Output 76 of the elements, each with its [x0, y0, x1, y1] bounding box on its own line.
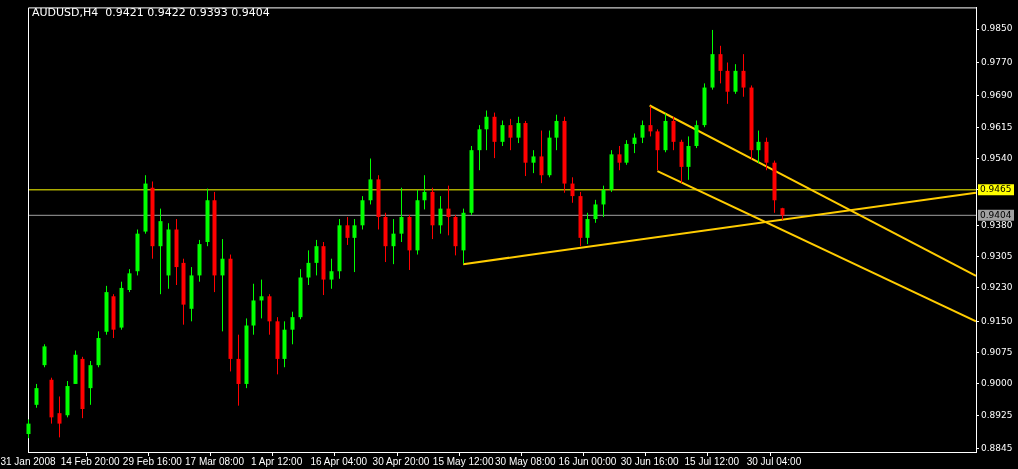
candlestick	[399, 187, 404, 243]
y-tick-label: 0.9615	[981, 121, 1013, 132]
candlestick	[694, 120, 699, 149]
y-tick-label: 0.9150	[981, 315, 1013, 326]
x-tick-label: 15 May 12:00	[432, 455, 494, 467]
y-tick-label: 0.9380	[981, 219, 1013, 230]
candlestick	[345, 216, 350, 246]
candlestick	[352, 218, 357, 273]
x-tick-label: 16 Apr 04:00	[310, 455, 368, 467]
chart-title: AUDUSD,H4 0.9421 0.9422 0.9393 0.9404	[32, 6, 270, 19]
candlestick	[57, 395, 62, 438]
candlestick	[725, 62, 730, 105]
x-tick-label: 30 May 08:00	[495, 455, 557, 467]
candlestick	[640, 120, 645, 144]
candlestick	[422, 174, 427, 210]
candlestick	[648, 105, 653, 137]
candlestick	[585, 212, 590, 245]
candlestick	[438, 195, 443, 235]
x-tick-label: 15 Jul 12:00	[684, 455, 740, 467]
y-tick-label: 0.9850	[981, 23, 1013, 34]
candlestick	[88, 360, 93, 406]
candlestick	[259, 279, 264, 319]
candlestick	[539, 130, 544, 184]
candlestick	[686, 135, 691, 181]
candlestick	[500, 120, 505, 147]
candlestick	[570, 176, 575, 204]
candlestick	[516, 116, 521, 144]
candlestick	[741, 53, 746, 98]
candlestick	[624, 139, 629, 166]
y-tick-label: 0.8845	[981, 443, 1013, 453]
x-tick-label: 30 Jun 16:00	[620, 455, 679, 467]
candlestick	[329, 258, 334, 290]
candlestick	[314, 239, 319, 276]
candlestick	[42, 343, 47, 368]
candlestick	[26, 418, 31, 439]
x-tick-label: 29 Feb 16:00	[122, 455, 183, 467]
candlestick	[368, 158, 373, 205]
y-tick-label: 0.9230	[981, 282, 1013, 293]
candlestick	[446, 185, 451, 236]
x-tick-label: 1 Apr 12:00	[251, 455, 303, 467]
y-tick-label: 0.9305	[981, 250, 1013, 261]
candlestick	[671, 116, 676, 151]
candlestick	[655, 128, 660, 171]
candlestick	[756, 130, 761, 164]
y-tick-label: 0.9770	[981, 56, 1013, 67]
x-tick-label: 30 Apr 20:00	[372, 455, 430, 467]
candlestick	[391, 218, 396, 265]
x-tick-label: 14 Feb 20:00	[60, 455, 121, 467]
candlestick	[127, 268, 132, 293]
candlestick	[34, 383, 39, 409]
y-tick-label: 0.9540	[981, 152, 1013, 163]
candlestick	[508, 118, 513, 151]
candlestick	[290, 311, 295, 345]
candlestick	[484, 110, 489, 151]
candlestick	[477, 124, 482, 171]
candlestick	[733, 63, 738, 95]
candlestick	[531, 149, 536, 174]
y-tick-label: 0.9075	[981, 346, 1013, 357]
y-tick-label: 0.8925	[981, 409, 1013, 420]
candlestick	[220, 238, 225, 332]
x-tick-label: 17 Mar 08:00	[185, 455, 245, 467]
x-tick-label: 30 Jul 04:00	[746, 455, 802, 467]
y-tick-label: 0.9000	[981, 378, 1013, 389]
x-tick-label: 16 Jun 00:00	[558, 455, 617, 467]
candlestick	[617, 145, 622, 171]
candlestick	[718, 45, 723, 84]
candlestick	[764, 137, 769, 171]
candlestick	[632, 132, 637, 154]
candlestick	[601, 185, 606, 218]
candlestick	[306, 249, 311, 286]
y-tick-label: 0.9690	[981, 90, 1013, 101]
ref-line-label: 0.9404	[980, 209, 1012, 220]
candlestick	[593, 199, 598, 224]
x-tick-label: 31 Jan 2008	[0, 455, 56, 467]
ref-line-label: 0.9465	[980, 184, 1012, 195]
candlestick	[554, 114, 559, 151]
